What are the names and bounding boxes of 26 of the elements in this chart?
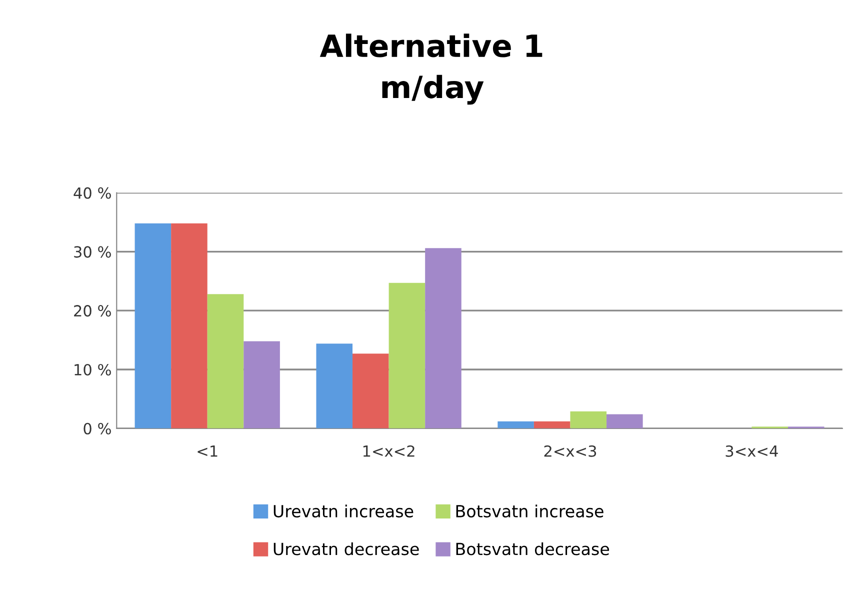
x-tick-label: <1 [198, 446, 218, 457]
bar [316, 344, 353, 428]
y-tick-label: 30 % [74, 246, 111, 258]
bar [388, 282, 426, 428]
x-tick-label: 3<x<4 [726, 445, 778, 457]
x-tick-label: 1<x<2 [363, 445, 414, 457]
legend-label: Urevatn decrease [274, 542, 419, 556]
bar [498, 421, 534, 428]
bar [425, 248, 462, 428]
bar [134, 223, 172, 428]
legend-label: Urevatn increase [274, 504, 414, 518]
bar [171, 223, 208, 428]
bar [570, 411, 607, 428]
x-tick-label: 2<x<3 [544, 445, 596, 457]
legend-label: Botsvatn increase [456, 504, 604, 518]
y-tick-label: 10 % [74, 364, 111, 376]
bar [606, 414, 643, 428]
y-tick-label: 0 % [84, 422, 111, 434]
bar [244, 341, 280, 428]
legend-label: Botsvatn decrease [456, 542, 610, 556]
bar [352, 354, 389, 428]
bar [534, 421, 570, 428]
y-tick-label: 40 % [74, 187, 111, 199]
bar [207, 294, 244, 428]
chart-title: Alternative 1 m/day [320, 34, 542, 105]
y-tick-label: 20 % [74, 305, 111, 317]
